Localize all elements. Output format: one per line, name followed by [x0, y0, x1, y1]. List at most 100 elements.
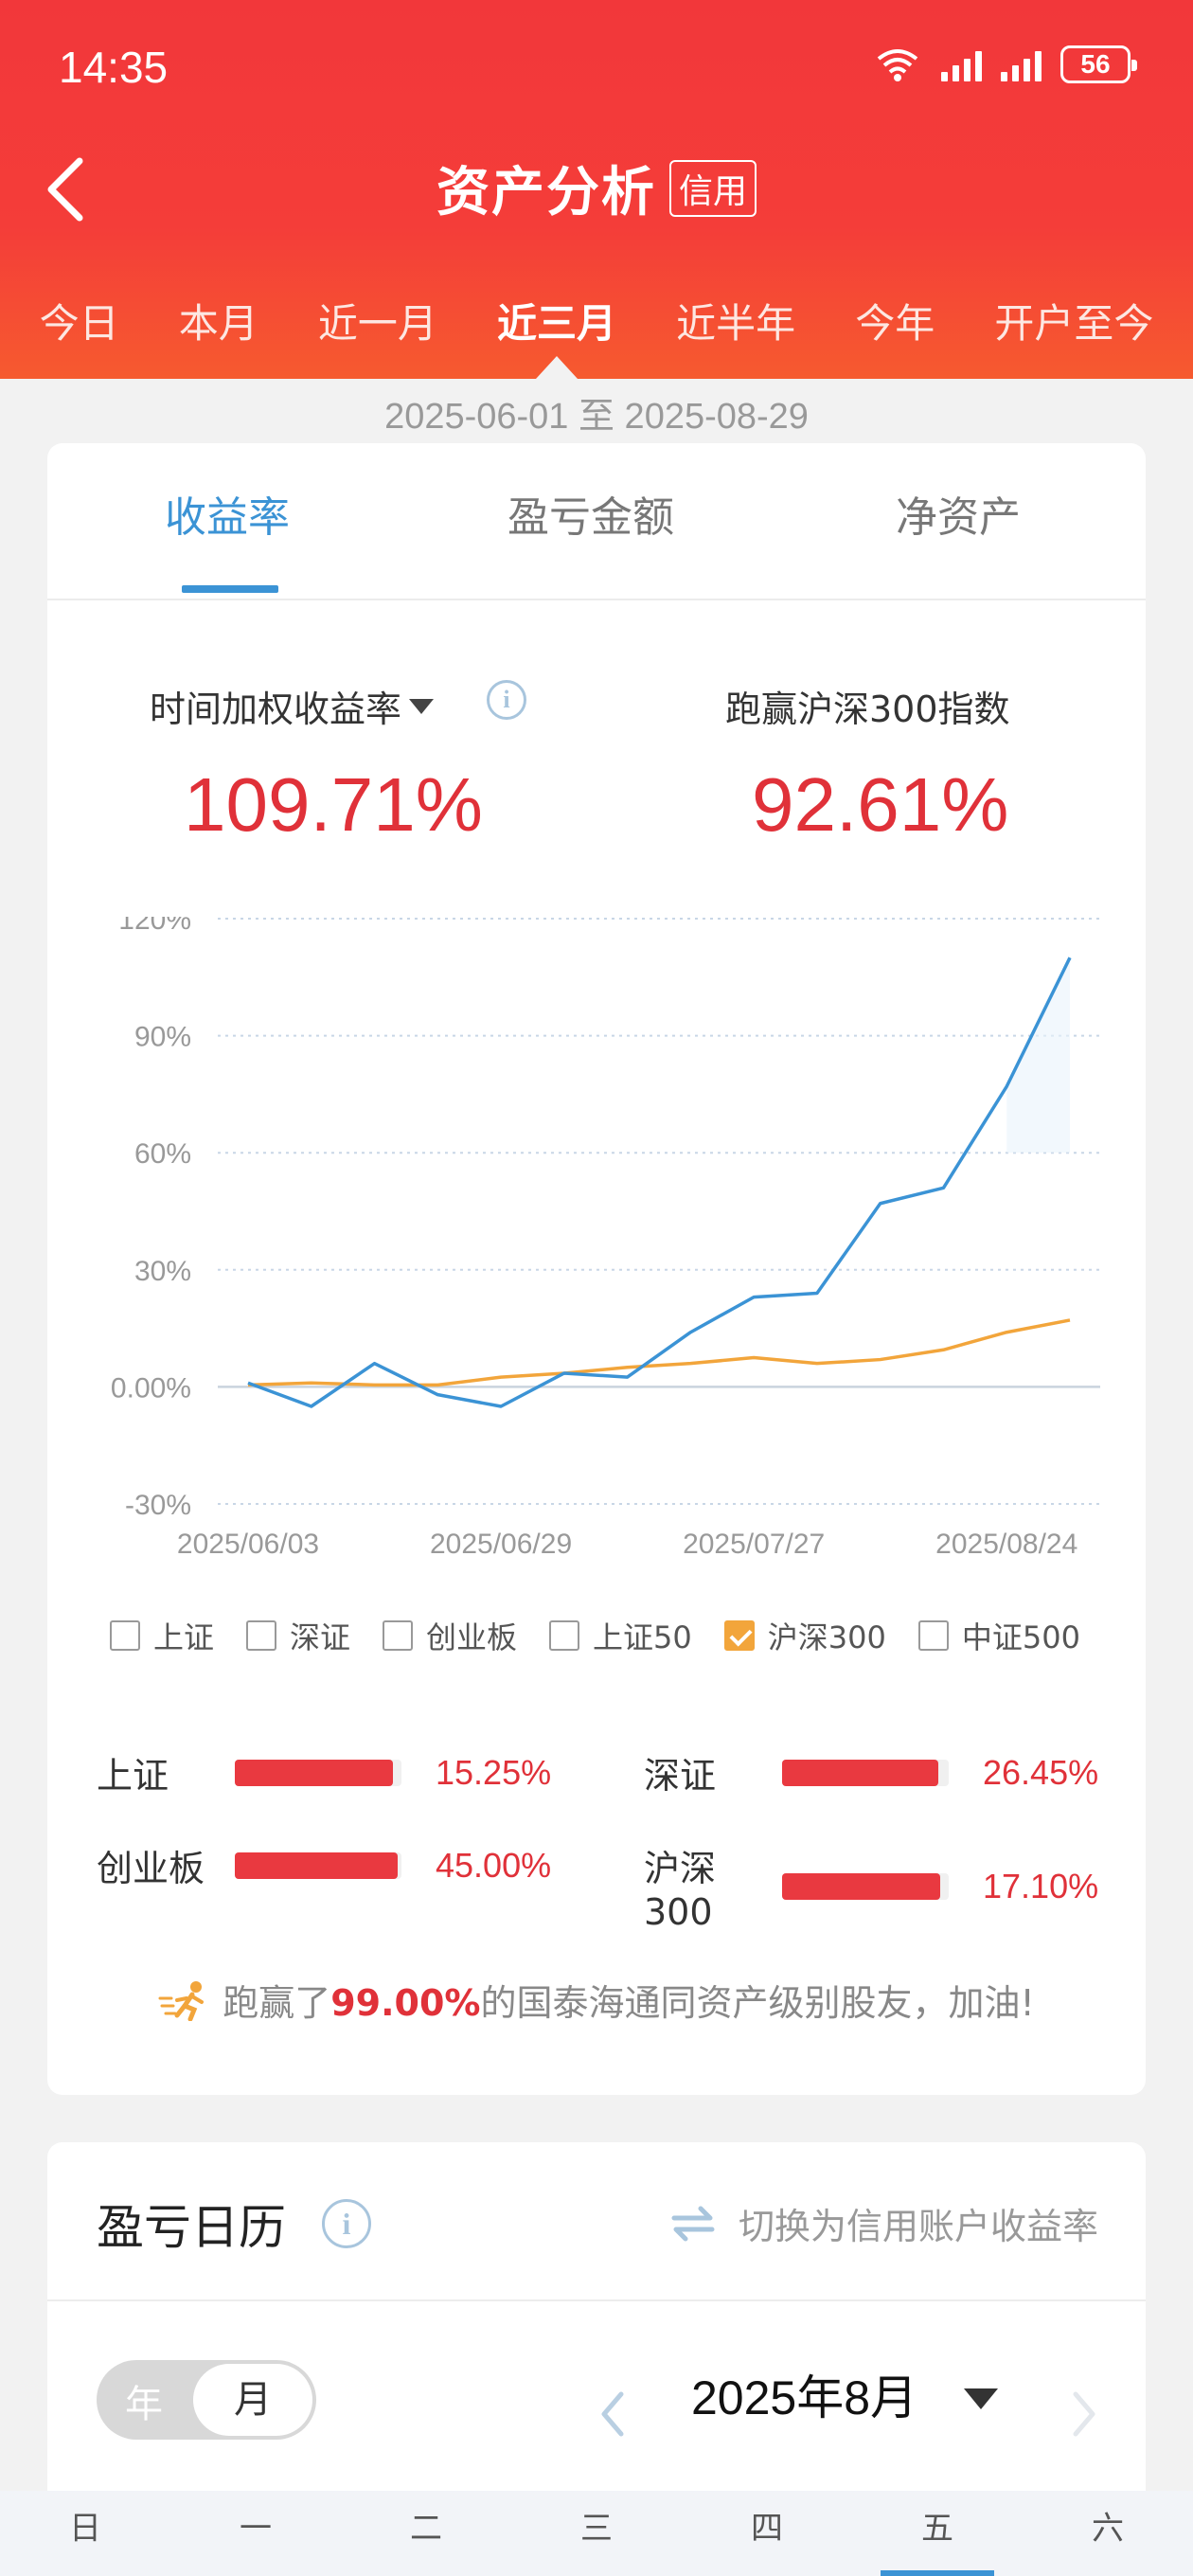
series-line-csi300	[247, 1318, 1071, 1387]
info-icon[interactable]: i	[322, 2199, 371, 2248]
page-title: 资产分析	[436, 162, 656, 224]
y-tick-label: 30%	[134, 1256, 191, 1287]
legend-chinext[interactable]: 创业板	[383, 1614, 517, 1657]
weekday-label: 六	[1092, 2510, 1124, 2548]
index-bar-fill	[782, 1872, 941, 1900]
beat-index-label: 跑赢沪深300指数	[725, 689, 1010, 730]
toggle-month[interactable]: 月	[193, 2364, 312, 2436]
index-row-csi300: 沪深300 17.10%	[644, 1839, 1098, 1933]
legend-label: 创业板	[426, 1619, 518, 1655]
y-tick-label: 60%	[134, 1138, 191, 1170]
index-bar-fill	[235, 1759, 394, 1786]
series-line-portfolio	[247, 957, 1072, 1408]
running-man-icon	[158, 1980, 205, 2021]
calendar-month[interactable]: 2025年8月	[691, 2371, 918, 2424]
y-tick-label: 0.00%	[111, 1372, 191, 1404]
tab-profit-loss[interactable]: 盈亏金额	[507, 493, 674, 542]
tab-last-half-year[interactable]: 近半年	[676, 299, 796, 347]
swap-icon	[671, 2206, 715, 2241]
tab-last-3-months[interactable]: 近三月	[496, 299, 616, 347]
info-icon[interactable]: i	[487, 680, 526, 720]
battery-level: 56	[1080, 49, 1111, 79]
back-icon[interactable]	[38, 152, 95, 227]
next-month-icon[interactable]	[1070, 2390, 1098, 2438]
toggle-year[interactable]: 年	[125, 2383, 163, 2426]
index-name: 沪深300	[644, 1848, 717, 1933]
weekday-label: 五	[852, 2491, 1023, 2576]
x-tick-label: 2025/07/27	[683, 1529, 825, 1560]
index-bar	[782, 1872, 949, 1900]
y-tick-label: -30%	[125, 1490, 191, 1521]
index-row-chinext: 创业板 45.00%	[97, 1839, 551, 1891]
legend-sse50[interactable]: 上证50	[549, 1614, 692, 1657]
legend-csi300[interactable]: 沪深300	[723, 1614, 886, 1657]
tab-underline	[182, 585, 278, 593]
legend-label: 沪深300	[767, 1619, 886, 1655]
x-tick-label: 2025/06/03	[177, 1529, 319, 1560]
y-tick-label: 90%	[134, 1022, 191, 1053]
active-tab-indicator	[536, 356, 578, 379]
index-value: 45.00%	[436, 1845, 552, 1885]
checkbox[interactable]	[917, 1620, 949, 1651]
index-bar	[235, 1759, 401, 1786]
tab-return-rate[interactable]: 收益率	[165, 493, 290, 542]
weekday-label: 日	[69, 2510, 101, 2548]
legend-label: 上证	[153, 1619, 215, 1655]
date-range: 2025-06-01 至 2025-08-29	[384, 397, 809, 437]
beat-index-value: 92.61%	[752, 762, 1009, 847]
weekday-label: 一	[240, 2510, 272, 2548]
index-bar-fill	[782, 1759, 939, 1786]
calendar-title: 盈亏日历	[97, 2200, 286, 2255]
beat-peers-text: 跑赢了99.00%的国泰海通同资产级别股友，加油!	[47, 1974, 1146, 2026]
tab-today[interactable]: 今日	[39, 299, 119, 347]
legend-csi500[interactable]: 中证500	[917, 1614, 1080, 1657]
index-value: 17.10%	[983, 1866, 1099, 1905]
app-header: 14:35 56 资产分析 信用 今日 本月 近一月 近三月 近半年 今年 开户…	[0, 0, 1193, 379]
return-type-label: 时间加权收益率	[150, 689, 402, 730]
weekday-label: 二	[410, 2510, 442, 2548]
month-dropdown-icon[interactable]	[964, 2388, 998, 2409]
year-month-toggle[interactable]: 年 月	[97, 2360, 316, 2440]
return-type-selector[interactable]: 时间加权收益率	[150, 680, 436, 732]
tab-net-assets[interactable]: 净资产	[896, 493, 1021, 542]
checkbox[interactable]	[246, 1620, 277, 1651]
index-name: 上证	[97, 1755, 169, 1797]
tab-this-month[interactable]: 本月	[178, 299, 258, 347]
tab-since-open[interactable]: 开户至今	[994, 299, 1154, 347]
index-bar-fill	[235, 1852, 399, 1879]
page-title-wrap: 资产分析 信用	[0, 150, 1193, 226]
period-tabs: 今日 本月 近一月 近三月 近半年 今年 开户至今	[0, 284, 1193, 356]
x-tick-label: 2025/08/24	[935, 1529, 1077, 1560]
x-tick-label: 2025/06/29	[430, 1529, 572, 1560]
tab-this-year[interactable]: 今年	[855, 299, 935, 347]
return-line-chart: 120% 90% 60% 30% 0.00% -30% 2025/06/03 2025/06/…	[111, 917, 1100, 1560]
index-row-shanghai: 上证 15.25%	[97, 1746, 551, 1798]
beat-prefix: 跑赢了	[223, 1982, 331, 2024]
index-value: 26.45%	[983, 1752, 1099, 1792]
index-row-shenzhen: 深证 26.45%	[644, 1746, 1098, 1798]
area-highlight	[1006, 957, 1070, 1154]
tab-last-month[interactable]: 近一月	[317, 299, 437, 347]
divider	[47, 2299, 1146, 2301]
prev-month-icon[interactable]	[598, 2390, 627, 2438]
status-icons: 56	[873, 45, 1137, 83]
chart-legend: 上证 深证 创业板 上证50 沪深300 中证500	[110, 1614, 1080, 1657]
checkbox[interactable]	[383, 1620, 414, 1651]
metric-tabs: 收益率 盈亏金额 净资产	[47, 443, 1146, 600]
index-bar	[782, 1759, 949, 1786]
checkbox[interactable]	[549, 1620, 580, 1651]
index-name: 创业板	[97, 1848, 205, 1889]
signal-icon	[941, 47, 982, 81]
checkbox[interactable]	[110, 1620, 140, 1651]
checkbox-checked[interactable]	[723, 1620, 755, 1651]
legend-label: 中证500	[961, 1619, 1080, 1655]
status-time: 14:35	[59, 43, 169, 92]
weekday-label: 三	[580, 2510, 613, 2548]
legend-shenzhen[interactable]: 深证	[246, 1614, 350, 1657]
switch-credit-return-link[interactable]: 切换为信用账户收益率	[670, 2197, 1098, 2249]
legend-shanghai[interactable]: 上证	[110, 1614, 214, 1657]
weekday-label: 四	[751, 2510, 783, 2548]
index-bar	[235, 1852, 401, 1879]
y-tick-label: 120%	[118, 917, 191, 936]
caret-down-icon	[409, 698, 435, 714]
